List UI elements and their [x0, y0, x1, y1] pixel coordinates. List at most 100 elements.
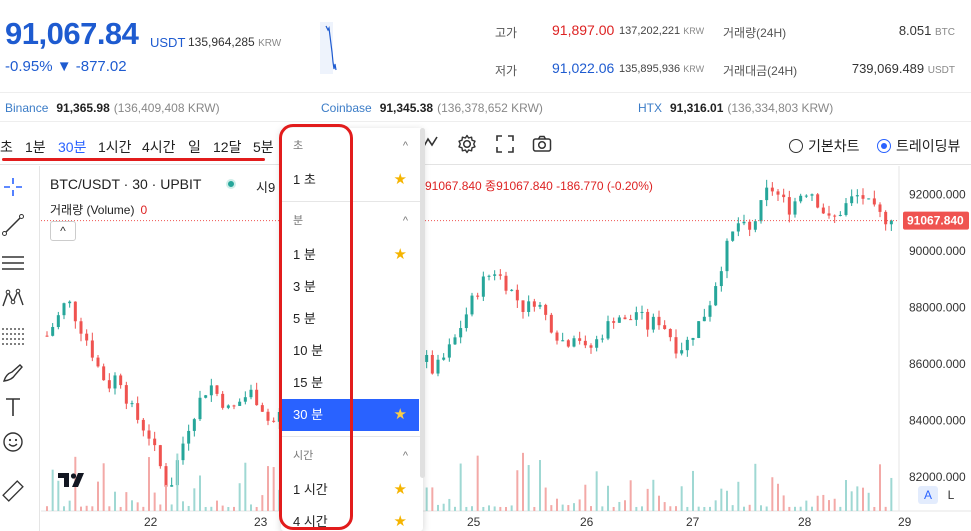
candle-body — [634, 312, 638, 320]
dropdown-scrollbar[interactable] — [420, 128, 425, 478]
x-tick-label: 26 — [580, 515, 594, 529]
candle-body — [748, 221, 752, 230]
candle-body — [119, 375, 123, 386]
pattern-icon[interactable] — [0, 286, 26, 312]
volume-bar — [748, 504, 751, 511]
dropdown-interval-item[interactable]: 4 시간 ★ — [281, 506, 419, 531]
favorite-star-icon[interactable]: ★ — [393, 481, 407, 498]
volume-bar — [624, 500, 626, 511]
volume-bar — [233, 506, 235, 511]
collapse-legend-button[interactable]: ^ — [50, 221, 76, 241]
dropdown-interval-item[interactable]: 5 분 — [281, 303, 419, 335]
dropdown-interval-item[interactable]: 15 분 — [281, 367, 419, 399]
candle-body — [600, 338, 604, 340]
candle-body — [850, 196, 854, 204]
interval-5m[interactable]: 5분 — [253, 139, 274, 155]
exchange-coinbase[interactable]: Coinbase 91,345.38 (136,378,652 KRW) — [321, 101, 543, 115]
volume-bar — [703, 506, 706, 511]
dropdown-section-header[interactable]: 초 ^ — [281, 131, 423, 161]
candle-body — [685, 339, 689, 351]
log-scale-button[interactable]: L — [947, 488, 955, 502]
fullscreen-icon[interactable] — [494, 133, 516, 155]
emoji-icon[interactable] — [0, 429, 26, 455]
radio-basic-chart[interactable]: 기본차트 — [789, 136, 860, 156]
candle-body — [663, 325, 667, 330]
camera-icon[interactable] — [531, 133, 553, 155]
volume-bar — [629, 480, 632, 511]
favorite-star-icon[interactable]: ★ — [393, 513, 407, 530]
exchange-price: 91,365.98 — [56, 101, 110, 115]
exchange-htx[interactable]: HTX 91,316.01 (136,334,803 KRW) — [638, 101, 833, 115]
radio-tradingview[interactable]: 트레이딩뷰 — [877, 136, 960, 156]
volume-bar — [754, 463, 757, 511]
dropdown-interval-item[interactable]: 1 초 ★ — [281, 164, 419, 196]
candle-body — [68, 301, 72, 304]
chevron-up-icon[interactable]: ^ — [402, 450, 408, 462]
text-tool-icon[interactable] — [0, 394, 26, 420]
candle-body — [572, 338, 576, 347]
exchange-binance[interactable]: Binance 91,365.98 (136,409,408 KRW) — [5, 101, 220, 115]
brush-icon[interactable] — [0, 360, 26, 386]
candle-body — [657, 316, 661, 326]
candle-body — [725, 240, 729, 272]
change-percent: -0.95% — [5, 58, 53, 75]
crosshair-icon[interactable] — [0, 174, 26, 200]
dropdown-section-header[interactable]: 시간 ^ — [281, 441, 423, 471]
amount-24h: 739,069.489 USDT — [795, 61, 955, 76]
volume-bar — [499, 506, 502, 511]
settings-gear-icon[interactable] — [456, 133, 478, 155]
interval-30m[interactable]: 30분 — [58, 139, 87, 155]
candle-body — [238, 401, 242, 406]
price-chart[interactable]: 92000.000 90000.000 88000.000 86000.000 8400… — [41, 166, 971, 531]
favorite-star-icon[interactable]: ★ — [393, 246, 407, 263]
candle-body — [640, 311, 644, 313]
candle-body — [555, 332, 559, 341]
dropdown-interval-item[interactable]: 10 분 — [281, 335, 419, 367]
candle-body — [164, 466, 168, 487]
volume-bar — [244, 462, 247, 511]
radio-basic-circle[interactable] — [789, 139, 803, 153]
radio-tradingview-circle[interactable] — [877, 139, 891, 153]
interval-12month[interactable]: 12달 — [213, 139, 242, 155]
candle-body — [753, 221, 757, 230]
chevron-up-icon[interactable]: ^ — [402, 140, 408, 152]
dropdown-section-header[interactable]: 분 ^ — [281, 206, 423, 236]
chevron-up-icon[interactable]: ^ — [402, 215, 408, 227]
favorite-star-icon[interactable]: ★ — [393, 406, 407, 423]
candle-body — [187, 430, 191, 444]
parallel-lines-icon[interactable] — [0, 250, 26, 276]
trend-line-icon[interactable] — [0, 212, 26, 238]
candle-body — [827, 213, 831, 216]
interval-4h[interactable]: 4시간 — [142, 139, 176, 155]
dropdown-interval-item[interactable]: 1 시간 ★ — [281, 474, 419, 506]
dropdown-interval-item[interactable]: 30 분 ★ — [281, 399, 419, 431]
favorite-star-icon[interactable]: ★ — [393, 171, 407, 188]
candle-body — [272, 420, 276, 422]
exchange-krw: (136,409,408 KRW) — [113, 101, 220, 115]
x-tick-label: 23 — [254, 515, 268, 529]
candle-body — [130, 403, 134, 405]
tradingview-logo-icon[interactable] — [56, 469, 86, 491]
candlestick-chart[interactable]: 92000.000 90000.000 88000.000 86000.000 8400… — [41, 166, 971, 531]
volume-bar — [680, 486, 683, 511]
interval-1h[interactable]: 1시간 — [98, 139, 132, 155]
indicator-icon[interactable] — [420, 133, 442, 155]
volume-bar — [845, 480, 847, 511]
interval-1m[interactable]: 1분 — [25, 139, 46, 155]
candle-body — [243, 397, 247, 402]
volume-bar — [159, 504, 162, 511]
ruler-icon[interactable] — [0, 478, 26, 504]
candle-body — [487, 275, 491, 277]
fibonacci-icon[interactable] — [0, 323, 26, 349]
dropdown-interval-item[interactable]: 3 분 — [281, 271, 419, 303]
volume-bar — [465, 506, 468, 511]
interval-second[interactable]: 초 — [0, 139, 13, 155]
interval-label: 3 분 — [293, 279, 316, 294]
candle-body — [595, 339, 599, 348]
volume-bar — [176, 453, 179, 511]
volume-bar — [125, 492, 128, 511]
volume-bar — [119, 506, 122, 511]
interval-day[interactable]: 일 — [188, 139, 201, 155]
auto-scale-button[interactable]: A — [918, 486, 938, 504]
dropdown-interval-item[interactable]: 1 분 ★ — [281, 239, 419, 271]
